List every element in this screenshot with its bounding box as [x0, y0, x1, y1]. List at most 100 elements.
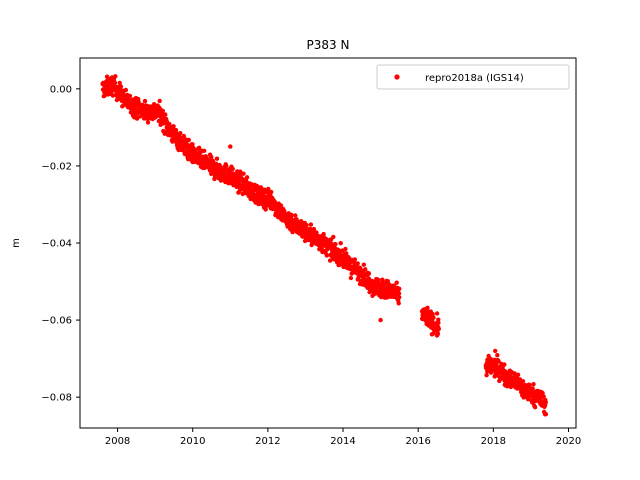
data-point — [321, 231, 326, 237]
data-point — [541, 394, 546, 399]
data-point — [228, 144, 233, 149]
data-point — [224, 163, 229, 169]
data-point — [378, 317, 383, 323]
data-point — [436, 326, 441, 331]
y-tick-label: −0.06 — [41, 316, 72, 327]
data-point — [355, 261, 360, 266]
data-point — [495, 353, 500, 358]
data-point — [171, 124, 176, 129]
data-point — [324, 253, 330, 258]
x-tick-label: 2010 — [180, 436, 205, 447]
y-tick-label: −0.08 — [41, 393, 72, 404]
data-point — [431, 315, 436, 320]
x-tick-label: 2020 — [556, 436, 581, 447]
data-point — [127, 93, 133, 99]
data-point — [118, 84, 124, 89]
data-point — [543, 399, 548, 405]
y-axis: 0.00 −0.02 −0.04 −0.06 −0.08 — [41, 84, 80, 404]
legend-label: repro2018a (IGS14) — [425, 73, 524, 84]
data-point — [290, 229, 295, 235]
data-point — [436, 317, 441, 322]
data-point — [181, 133, 187, 139]
data-point — [543, 412, 549, 417]
data-point — [343, 246, 348, 252]
data-point — [308, 222, 314, 227]
legend-marker — [394, 74, 400, 80]
data-point — [142, 98, 148, 104]
data-point — [295, 219, 300, 224]
data-point — [157, 98, 162, 104]
data-point — [163, 112, 168, 117]
data-point — [167, 121, 172, 127]
data-point — [493, 348, 498, 354]
data-point — [209, 154, 214, 160]
data-point — [210, 158, 216, 164]
data-point — [145, 120, 151, 125]
data-point — [214, 161, 219, 166]
data-point — [387, 282, 392, 287]
data-point — [293, 213, 298, 218]
data-point — [434, 311, 440, 316]
x-axis: 2008 2010 2012 2014 2016 2018 2020 — [105, 428, 581, 447]
data-point — [484, 373, 489, 378]
data-point — [136, 100, 141, 105]
x-tick-label: 2016 — [405, 436, 430, 447]
data-point — [214, 156, 220, 161]
data-point — [361, 262, 366, 267]
data-point — [123, 87, 129, 93]
data-point — [202, 148, 207, 153]
data-point — [190, 142, 195, 147]
data-point — [113, 74, 118, 79]
x-tick-label: 2014 — [330, 436, 355, 447]
data-point — [532, 405, 538, 410]
data-point — [304, 223, 309, 228]
y-tick-label: −0.02 — [41, 161, 72, 172]
data-point — [436, 320, 441, 325]
data-point — [266, 186, 271, 192]
y-tick-label: 0.00 — [50, 84, 72, 95]
data-point — [396, 301, 401, 306]
data-point — [344, 251, 349, 256]
data-point — [352, 257, 358, 262]
legend-box — [376, 64, 570, 90]
data-point — [112, 80, 118, 85]
data-point — [363, 267, 368, 272]
data-point — [397, 295, 402, 300]
data-point — [366, 271, 372, 276]
data-point — [531, 382, 536, 387]
data-point — [186, 137, 191, 143]
data-point — [223, 167, 229, 172]
data-point — [338, 241, 343, 246]
data-point — [496, 359, 501, 364]
data-point — [333, 242, 338, 247]
data-point — [302, 238, 308, 244]
data-point — [241, 171, 246, 176]
data-point — [160, 108, 165, 114]
x-tick-label: 2008 — [105, 436, 130, 447]
data-point — [394, 280, 399, 285]
data-point — [520, 379, 526, 384]
chart-title: P383 N — [307, 38, 350, 52]
data-point — [110, 93, 116, 98]
data-point — [425, 305, 430, 310]
data-point — [289, 212, 294, 217]
data-point — [244, 175, 250, 180]
data-point — [178, 131, 183, 136]
data-point — [263, 207, 268, 212]
data-point — [256, 201, 261, 207]
x-tick-label: 2012 — [255, 436, 280, 447]
y-axis-label: m — [11, 238, 22, 248]
data-point — [430, 312, 435, 317]
data-point — [396, 291, 402, 296]
data-point — [230, 166, 235, 172]
data-point — [515, 372, 521, 377]
data-point — [397, 286, 402, 291]
data-point — [527, 383, 532, 388]
data-point — [348, 275, 354, 281]
x-tick-label: 2018 — [481, 436, 506, 447]
data-point — [254, 183, 260, 189]
data-point — [385, 279, 390, 284]
data-point — [434, 333, 440, 338]
data-point — [117, 80, 122, 86]
